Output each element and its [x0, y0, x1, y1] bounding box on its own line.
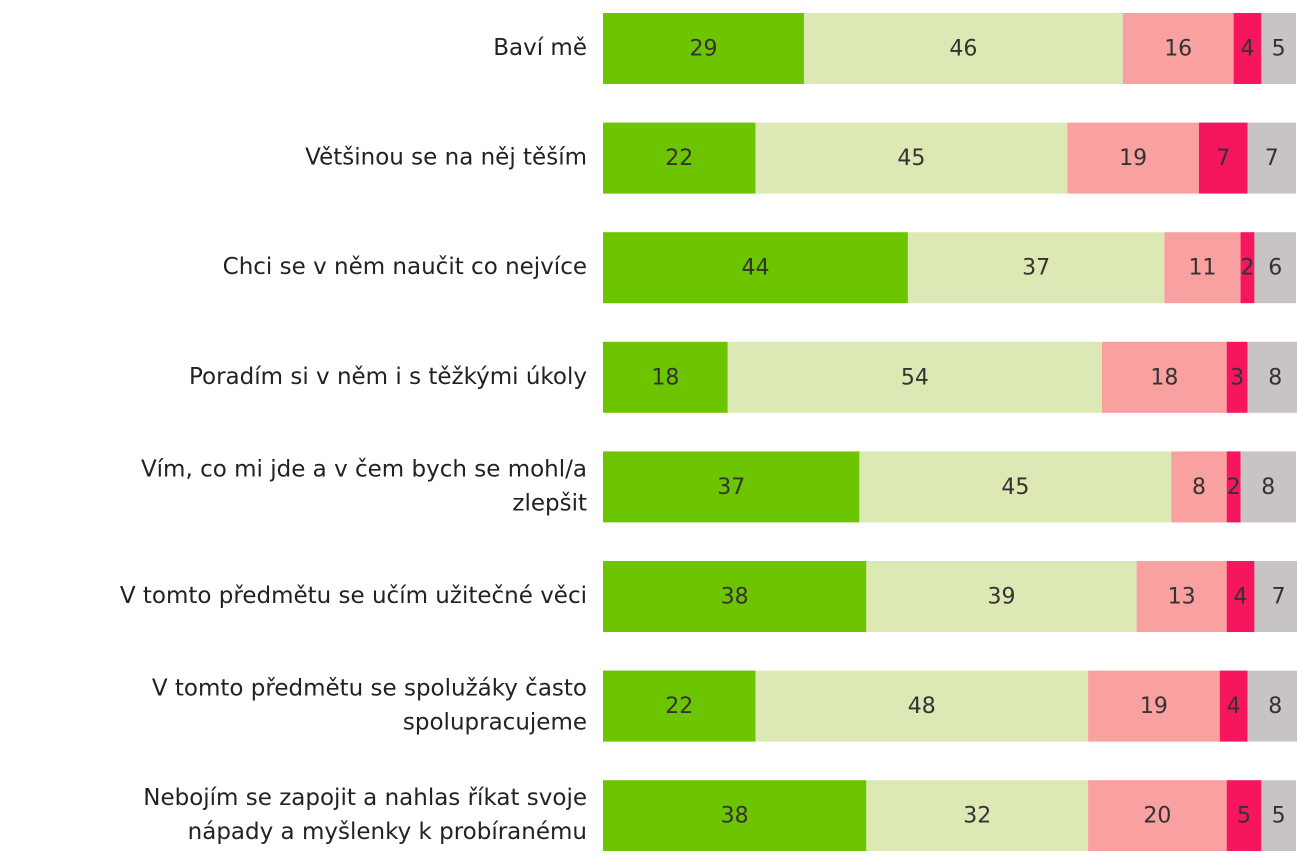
value-label: 18	[1150, 365, 1178, 390]
value-label: 7	[1265, 146, 1279, 171]
category-label: Většinou se na něj těším	[305, 145, 587, 171]
bar-segment	[603, 122, 756, 194]
bar-segment	[603, 561, 867, 632]
value-label: 5	[1237, 804, 1251, 829]
value-label: 7	[1272, 585, 1286, 610]
value-label: 8	[1192, 475, 1206, 500]
bar-segment	[1247, 341, 1297, 413]
value-label: 5	[1272, 37, 1286, 62]
value-label: 5	[1272, 804, 1286, 829]
bar-segment	[1088, 670, 1220, 742]
value-label: 48	[908, 694, 936, 719]
bar-segment	[1254, 232, 1296, 304]
bar-segment	[603, 451, 860, 523]
category-label: V tomto předmětu se spolužáky často	[152, 676, 587, 702]
bar-segment	[1136, 561, 1227, 632]
value-label: 8	[1268, 365, 1282, 390]
category-label: Vím, co mi jde a v čem bych se mohl/a	[141, 456, 587, 482]
bar-segment	[755, 670, 1089, 742]
category-label: V tomto předmětu se učím užitečné věci	[120, 583, 587, 609]
bar-segment	[1247, 122, 1296, 194]
value-label: 4	[1234, 585, 1248, 610]
bar-segment	[1261, 13, 1296, 84]
value-label: 32	[963, 804, 991, 829]
bar-segment	[866, 780, 1089, 852]
value-label: 13	[1168, 585, 1196, 610]
bar-segment	[1067, 122, 1199, 194]
value-label: 44	[741, 256, 769, 281]
bar-segment	[1226, 561, 1255, 632]
bar-segment	[603, 232, 908, 304]
bar-segment	[1261, 780, 1296, 852]
value-label: 18	[651, 365, 679, 390]
value-label: 38	[721, 585, 749, 610]
category-label: nápady a myšlenky k probíranému	[188, 819, 587, 845]
bar-segment	[603, 341, 728, 413]
bar-segment	[1164, 232, 1241, 304]
value-label: 37	[717, 475, 745, 500]
value-label: 11	[1188, 256, 1216, 281]
bar-segment	[1240, 232, 1255, 304]
bar-segment	[1226, 341, 1248, 413]
value-label: 8	[1268, 694, 1282, 719]
value-label: 19	[1119, 146, 1147, 171]
bar-segment	[1088, 780, 1227, 852]
bar-segment	[1226, 451, 1241, 523]
value-label: 38	[721, 804, 749, 829]
bar-segment	[603, 780, 867, 852]
value-label: 16	[1164, 37, 1192, 62]
category-label: Nebojím se zapojit a nahlas říkat svoje	[143, 785, 587, 811]
category-label: Chci se v něm naučit co nejvíce	[223, 254, 587, 280]
bar-segment	[727, 341, 1102, 413]
bar-segment	[866, 561, 1137, 632]
value-label: 4	[1240, 37, 1254, 62]
bar-segment	[1233, 13, 1262, 84]
bar-segment	[1219, 670, 1248, 742]
bar-segment	[1101, 341, 1227, 413]
value-label: 22	[665, 146, 693, 171]
value-label: 45	[1001, 475, 1029, 500]
value-label: 4	[1227, 694, 1241, 719]
value-label: 20	[1143, 804, 1171, 829]
value-label: 2	[1240, 256, 1254, 281]
bar-segment	[907, 232, 1165, 304]
bar-segment	[603, 13, 804, 84]
bar-segment	[1226, 780, 1262, 852]
category-label: spolupracujeme	[403, 710, 587, 736]
bar-segment	[803, 13, 1123, 84]
category-label: Baví mě	[493, 35, 587, 61]
value-label: 39	[987, 585, 1015, 610]
value-label: 45	[897, 146, 925, 171]
bar-segment	[1247, 670, 1297, 742]
value-label: 22	[665, 694, 693, 719]
value-label: 7	[1216, 146, 1230, 171]
value-label: 29	[689, 37, 717, 62]
bar-segment	[1240, 451, 1296, 523]
bar-segment	[1198, 122, 1248, 194]
category-label: Poradím si v něm i s těžkými úkoly	[189, 364, 587, 390]
bar-segment	[603, 670, 756, 742]
bar-segment	[859, 451, 1172, 523]
value-label: 37	[1022, 256, 1050, 281]
bar-segment	[1171, 451, 1227, 523]
bar-segment	[1122, 13, 1234, 84]
bar-segment	[755, 122, 1068, 194]
value-label: 54	[901, 365, 929, 390]
category-label: zlepšit	[512, 490, 587, 516]
value-label: 8	[1261, 475, 1275, 500]
value-label: 46	[949, 37, 977, 62]
value-label: 6	[1268, 256, 1282, 281]
value-label: 2	[1227, 475, 1241, 500]
bar-segment	[1254, 561, 1297, 632]
value-label: 3	[1230, 365, 1244, 390]
value-label: 19	[1140, 694, 1168, 719]
